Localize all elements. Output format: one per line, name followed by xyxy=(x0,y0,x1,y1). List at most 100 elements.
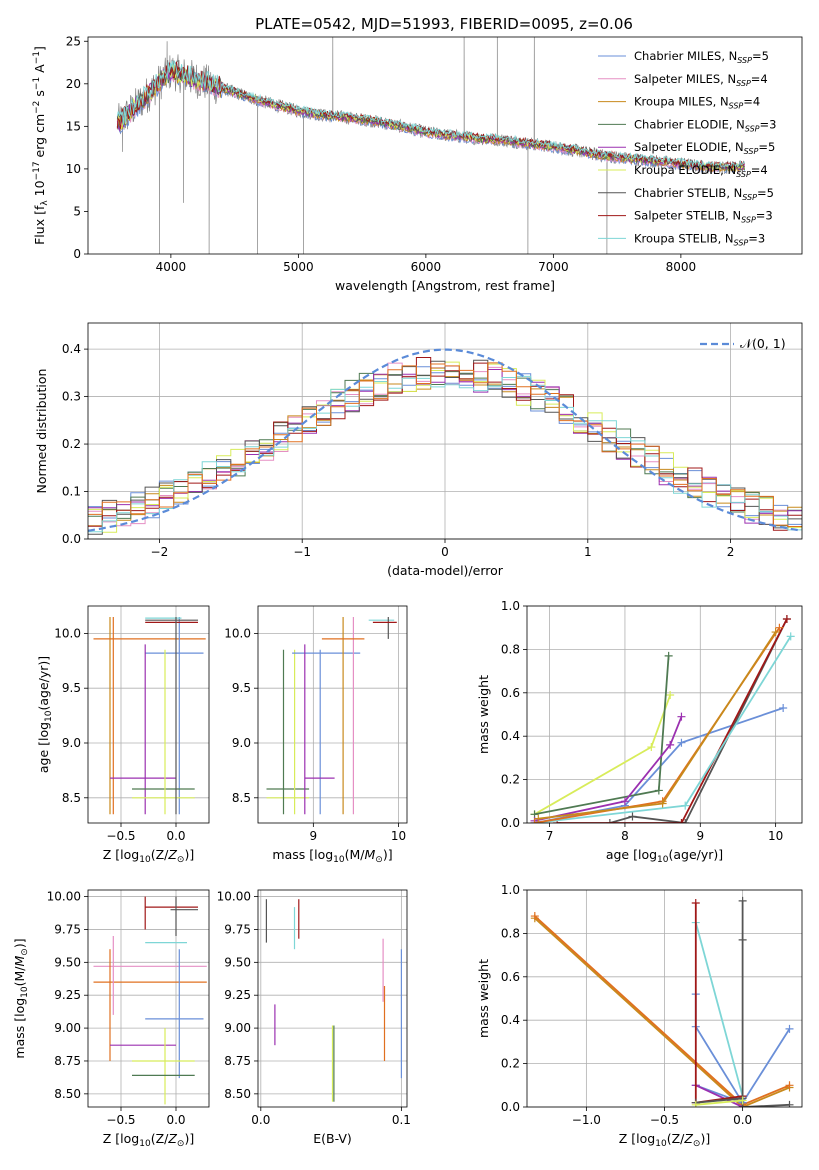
y-tick-label: 0.6 xyxy=(501,970,520,984)
label-part: 10 xyxy=(657,855,669,865)
x-tick-label: 4000 xyxy=(156,260,187,274)
label-part: ⊙ xyxy=(177,855,185,865)
label-part: log xyxy=(120,847,139,862)
plot-area xyxy=(93,896,207,1105)
label-part: (Z/ xyxy=(151,847,169,862)
weight-marker xyxy=(782,615,791,624)
weight-marker xyxy=(628,812,637,821)
y-tick-label: 10.00 xyxy=(217,890,251,904)
weight-marker xyxy=(779,703,788,712)
y-tick-label: 8.75 xyxy=(54,1054,81,1068)
axes-frame xyxy=(87,36,803,255)
weight-marker xyxy=(681,819,690,823)
weight-marker xyxy=(786,632,795,641)
y-tick-label: 9.00 xyxy=(224,1021,251,1035)
label-part: −1 xyxy=(32,77,42,90)
y-tick-label: 0.0 xyxy=(501,816,520,830)
label-part: ] xyxy=(32,46,47,51)
y-tick-label: 9.50 xyxy=(224,955,251,969)
y-tick-label: 9.75 xyxy=(54,922,81,936)
weight-marker xyxy=(738,935,747,944)
y-tick-label: 9.0 xyxy=(232,736,251,750)
panel-z-weight: −1.0 −0.5 0.0 0.0 0.2 0.4 0.6 0.8 1.0 Z [log10(Z/… xyxy=(476,883,803,1149)
axes-frame xyxy=(526,605,803,824)
legend-subscript: SSP xyxy=(744,147,759,156)
y-tick-label: 5 xyxy=(73,204,81,218)
label-part: (age/yr)] xyxy=(668,847,723,862)
weight-line-0 xyxy=(534,917,790,1107)
x-tick-label: 0.0 xyxy=(166,829,185,843)
weight-marker xyxy=(785,1100,794,1107)
weight-line-3 xyxy=(534,716,683,822)
label-part: Z [ xyxy=(619,1131,636,1146)
legend-text: =3 xyxy=(748,231,765,245)
label-part: M xyxy=(12,956,27,967)
label-part: 10 xyxy=(44,710,54,722)
x-tick-label: −0.5 xyxy=(106,1113,135,1127)
legend-subscript: SSP xyxy=(741,216,756,225)
weight-marker xyxy=(681,801,690,810)
y-tick-label: 9.0 xyxy=(62,736,81,750)
weight-marker xyxy=(775,623,784,632)
label-part: log xyxy=(636,1131,655,1146)
weight-marker xyxy=(771,628,780,637)
x-tick-label: 2 xyxy=(727,545,735,559)
plot-area xyxy=(530,615,795,823)
legend-text: =5 xyxy=(757,186,774,200)
label-part: erg cm xyxy=(32,114,47,162)
label-part: )] xyxy=(184,847,194,862)
label-part: )] xyxy=(700,1131,710,1146)
y-tick-label: 0.2 xyxy=(62,437,81,451)
label-part: −2 xyxy=(32,101,42,114)
legend-entry: Salpeter STELIB, NSSP=3 xyxy=(634,209,773,225)
legend-entry: Kroupa STELIB, NSSP=3 xyxy=(634,231,765,247)
label-part: λ xyxy=(40,200,50,206)
y-tick-label: 0.4 xyxy=(501,729,520,743)
plot-area xyxy=(266,617,397,815)
label-part: 10 xyxy=(139,1139,151,1149)
plot-area xyxy=(530,896,794,1107)
y-axis-label: Flux [fλ 10−17 erg cm−2 s−1 A−1] xyxy=(32,46,50,245)
y-axis-label: Normed distribution xyxy=(34,369,49,494)
weight-marker xyxy=(666,690,675,699)
label-part: log xyxy=(12,998,27,1017)
y-tick-label: 10 xyxy=(66,162,81,176)
label-part: )] xyxy=(12,938,27,948)
x-tick-label: 0 xyxy=(441,545,449,559)
label-part: mass [ xyxy=(12,1017,27,1059)
legend-text: Kroupa STELIB, N xyxy=(634,231,734,245)
y-tick-label: 20 xyxy=(66,77,81,91)
label-part: wavelength [Angstrom, rest frame] xyxy=(335,278,555,293)
label-part: f xyxy=(32,205,47,210)
label-part: 10 xyxy=(655,1139,667,1149)
weight-line-7 xyxy=(741,900,790,1107)
legend-entry: Chabrier MILES, NSSP=5 xyxy=(634,49,769,65)
weight-marker xyxy=(605,819,614,823)
y-tick-label: 8.50 xyxy=(224,1087,251,1101)
weight-marker xyxy=(785,1081,794,1090)
plot-area xyxy=(265,899,402,1102)
figure-title: PLATE=0542, MJD=51993, FIBERID=0095, z=0… xyxy=(255,15,633,33)
y-tick-label: 8.75 xyxy=(224,1054,251,1068)
y-tick-label: 0.0 xyxy=(62,532,81,546)
y-axis-label: age [log10(age/yr)] xyxy=(36,656,54,773)
legend-subscript: SSP xyxy=(729,102,744,111)
weight-marker xyxy=(620,797,629,806)
weight-line-5 xyxy=(557,618,788,823)
label-part: Z [ xyxy=(103,1131,120,1146)
plot-area xyxy=(88,348,802,535)
label-part: ⊙ xyxy=(693,1139,701,1149)
panel-spectrum: 4000 5000 6000 7000 8000 0 5 10 15 20 25 wavelength… xyxy=(32,34,803,293)
label-part: 10 xyxy=(20,986,30,998)
weight-marker xyxy=(691,1100,700,1107)
histogram-7 xyxy=(88,357,802,531)
model-spectrum-8 xyxy=(116,60,745,169)
legend-entry: Salpeter MILES, NSSP=4 xyxy=(634,72,768,88)
x-tick-label: 10 xyxy=(768,829,783,843)
label-part: −17 xyxy=(32,161,42,180)
label-part: (data-model)/error xyxy=(387,563,504,578)
y-tick-label: 0.2 xyxy=(501,773,520,787)
